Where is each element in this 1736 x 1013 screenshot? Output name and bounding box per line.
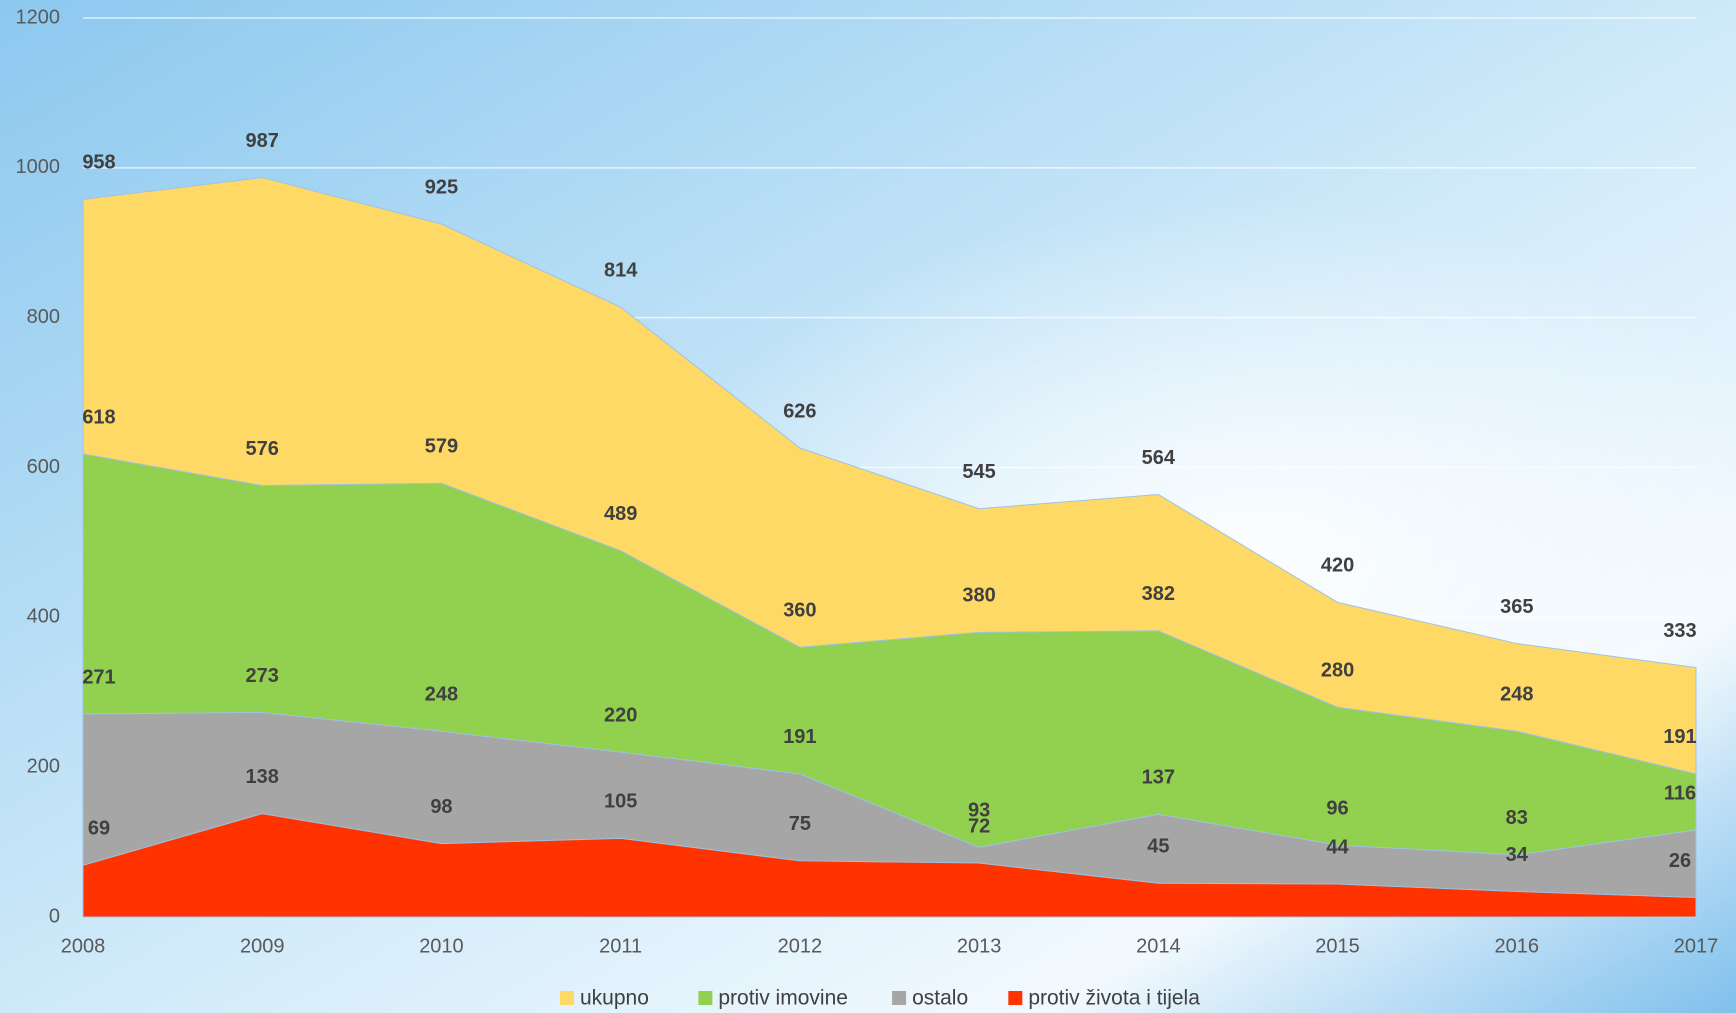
value-label: 564 xyxy=(1142,447,1176,469)
value-label: 45 xyxy=(1147,836,1169,858)
value-label: 987 xyxy=(246,130,279,152)
value-label: 220 xyxy=(604,704,637,726)
value-label: 138 xyxy=(246,766,279,788)
x-tick-label: 2008 xyxy=(61,935,106,957)
value-label: 420 xyxy=(1321,555,1354,577)
x-tick-label: 2017 xyxy=(1674,935,1719,957)
value-label: 75 xyxy=(789,813,811,835)
x-tick-label: 2011 xyxy=(599,935,642,957)
value-label: 248 xyxy=(425,683,458,705)
x-tick-label: 2016 xyxy=(1495,935,1540,957)
value-label: 271 xyxy=(82,666,115,688)
value-label: 618 xyxy=(82,406,115,428)
value-label: 72 xyxy=(968,815,990,837)
legend-label: protiv imovine xyxy=(718,987,848,1010)
legend-swatch xyxy=(560,991,574,1005)
value-label: 26 xyxy=(1669,850,1691,872)
value-label: 34 xyxy=(1506,844,1529,866)
value-label: 382 xyxy=(1142,583,1175,605)
value-label: 814 xyxy=(604,259,638,281)
legend-swatch xyxy=(1008,991,1023,1005)
value-label: 489 xyxy=(604,503,637,525)
x-tick-label: 2010 xyxy=(419,935,464,957)
value-label: 273 xyxy=(246,665,279,687)
value-label: 116 xyxy=(1664,782,1696,804)
area xyxy=(82,813,1697,918)
value-label: 96 xyxy=(1326,797,1348,819)
y-tick-label: 600 xyxy=(27,456,60,478)
y-tick-label: 1000 xyxy=(16,156,61,178)
value-label: 925 xyxy=(425,176,458,198)
legend-label: ukupno xyxy=(580,987,649,1010)
y-tick-label: 400 xyxy=(27,606,60,628)
y-tick-label: 800 xyxy=(27,306,60,328)
value-label: 83 xyxy=(1506,807,1528,829)
x-tick-label: 2015 xyxy=(1315,935,1360,957)
value-label: 44 xyxy=(1326,836,1349,858)
value-label: 380 xyxy=(962,585,995,607)
value-label: 958 xyxy=(82,152,115,174)
value-label: 280 xyxy=(1321,660,1354,682)
value-label: 137 xyxy=(1142,767,1175,789)
y-tick-label: 200 xyxy=(27,755,60,777)
value-label: 545 xyxy=(962,461,995,483)
x-tick-label: 2013 xyxy=(957,935,1002,957)
legend-label: ostalo xyxy=(912,987,968,1010)
y-tick-label: 0 xyxy=(49,905,60,927)
x-tick-label: 2014 xyxy=(1136,935,1181,957)
value-label: 579 xyxy=(425,436,458,458)
value-label: 105 xyxy=(604,791,637,813)
value-label: 69 xyxy=(88,818,110,840)
value-label: 626 xyxy=(783,400,816,422)
legend-swatch xyxy=(698,991,713,1005)
value-label: 365 xyxy=(1500,596,1533,618)
legend-label: protiv života i tijela xyxy=(1028,987,1200,1010)
value-label: 576 xyxy=(246,438,279,460)
value-label: 333 xyxy=(1663,620,1696,642)
value-label: 191 xyxy=(783,726,816,748)
x-tick-label: 2009 xyxy=(240,935,285,957)
x-tick-label: 2012 xyxy=(778,935,823,957)
y-tick-label: 1200 xyxy=(16,6,61,28)
value-label: 360 xyxy=(783,600,816,622)
value-label: 248 xyxy=(1500,683,1533,705)
value-label: 191 xyxy=(1663,726,1696,748)
legend-swatch xyxy=(892,991,907,1005)
value-label: 93 xyxy=(968,800,990,822)
value-label: 98 xyxy=(430,796,452,818)
